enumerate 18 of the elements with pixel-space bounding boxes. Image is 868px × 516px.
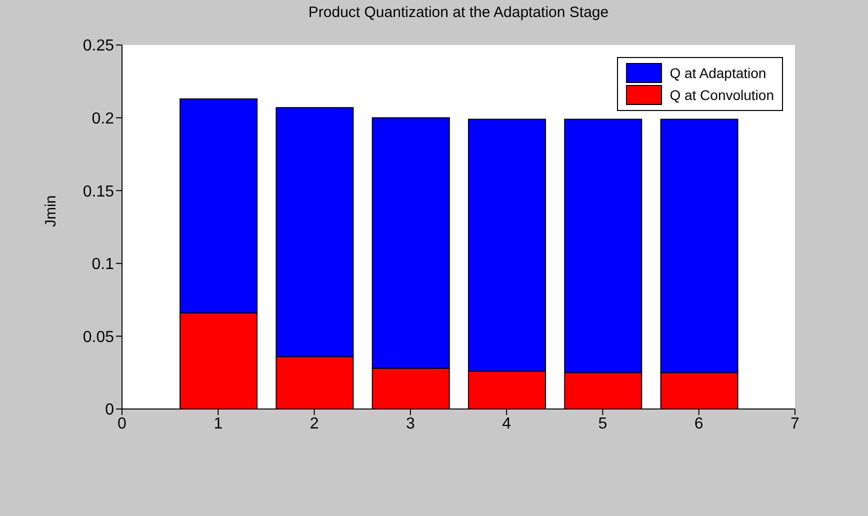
y-tick-label: 0.15 <box>82 183 114 200</box>
y-tick-label: 0.1 <box>92 256 114 274</box>
legend-label: Q at Convolution <box>670 87 774 103</box>
y-tick-label: 0 <box>105 402 114 419</box>
y-tick-label: 0.25 <box>82 38 114 55</box>
x-tick-label: 4 <box>502 415 512 432</box>
legend-label: Q at Adaptation <box>670 65 766 81</box>
x-tick-label: 5 <box>598 415 608 432</box>
y-axis-title: Jmin <box>42 195 60 227</box>
y-tick-label: 0.05 <box>82 328 114 346</box>
x-tick-label: 6 <box>694 415 704 432</box>
x-tick-label: 3 <box>406 415 415 432</box>
x-tick-label: 7 <box>790 415 800 432</box>
x-tick-label: 1 <box>214 415 223 432</box>
x-tick-label: 2 <box>310 415 319 432</box>
y-tick-label: 0.2 <box>92 110 114 128</box>
x-tick-label: 0 <box>118 415 127 432</box>
chart-title: Product Quantization at the Adaptation Stage <box>307 4 610 21</box>
